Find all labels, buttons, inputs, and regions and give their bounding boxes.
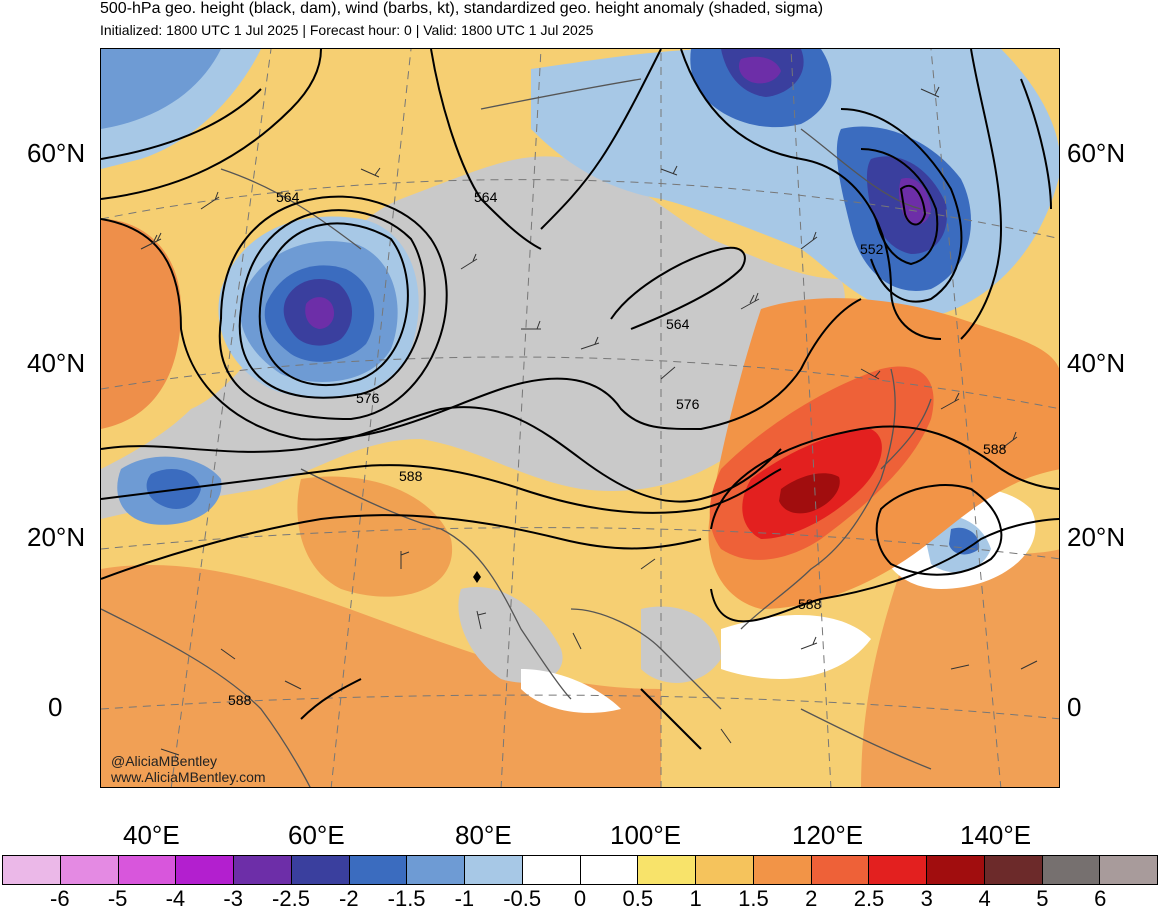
colorbar-swatch [696, 856, 754, 884]
colorbar-swatch [580, 856, 639, 884]
contour-label: 564 [474, 189, 498, 205]
contour-label: 552 [860, 241, 884, 257]
colorbar-tick-label: 0 [573, 886, 587, 911]
anomaly-purple-low1 [305, 297, 335, 329]
anomaly-purple-low3 [738, 56, 781, 84]
lon-label: 40°E [123, 820, 180, 850]
height-contours [101, 49, 1059, 750]
colorbar-tick-label: 4 [978, 886, 991, 911]
island-marker [473, 571, 481, 583]
lon-label: 80°E [455, 820, 512, 850]
anomaly-orange-southeast [861, 549, 1059, 787]
lon-label: 120°E [792, 820, 864, 850]
lon-label: 100°E [610, 820, 682, 850]
anomaly-orange-arabia [297, 476, 453, 597]
colorbar-swatch [984, 856, 1043, 884]
colorbar-swatch [291, 856, 350, 884]
colorbar-tick-label: 6 [1094, 886, 1107, 911]
colorbar-tick-label: 3 [920, 886, 933, 911]
colorbar-tick-label: 2.5 [853, 886, 885, 911]
lat-label-left: 0 [48, 692, 63, 722]
contour-label: 588 [228, 692, 252, 708]
anomaly-blue-pacific-core [949, 527, 980, 555]
lat-label-left: 60°N [27, 138, 86, 168]
colorbar-swatch [927, 856, 985, 884]
contour-label: 588 [399, 468, 423, 484]
colorbar-swatch [60, 856, 119, 884]
colorbar-tick-label: -6 [50, 886, 70, 911]
map-panel: 564 564 552 564 576 576 588 588 588 588 … [100, 48, 1060, 788]
colorbar-tick-label: -2.5 [272, 886, 310, 911]
colorbar-swatch [234, 856, 292, 884]
colorbar-tick-label: 1.5 [738, 886, 769, 911]
anomaly-grey-indochina [641, 606, 721, 683]
anomaly-orange-west [101, 219, 181, 429]
lat-label-right: 40°N [1067, 348, 1126, 378]
colorbar-swatch [407, 856, 465, 884]
contour-label: 564 [276, 189, 300, 205]
colorbar-tick-label: -2 [339, 886, 359, 911]
map-subtitle: Initialized: 1800 UTC 1 Jul 2025 | Forec… [100, 22, 594, 38]
colorbar [2, 855, 1158, 885]
graticule [101, 49, 1059, 787]
map-canvas [101, 49, 1059, 787]
colorbar-tick-label: -3 [223, 886, 243, 911]
contour-label: 564 [666, 316, 690, 332]
colorbar-swatch [1100, 856, 1157, 884]
credit-handle: @AliciaMBentley [111, 753, 218, 769]
colorbar-swatch [753, 856, 812, 884]
anomaly-darkred-east [779, 473, 840, 514]
colorbar-tick-label: -5 [107, 886, 128, 911]
anomaly-purple-low4 [899, 178, 931, 225]
wind-barbs [140, 86, 1038, 756]
map-title: 500-hPa geo. height (black, dam), wind (… [100, 0, 824, 17]
lat-label-left: 40°N [27, 348, 86, 378]
colorbar-swatch [638, 856, 696, 884]
colorbar-swatch [522, 856, 581, 884]
contour-label: 588 [798, 596, 822, 612]
credit-site: www.AliciaMBentley.com [111, 769, 266, 785]
contour-label: 576 [676, 396, 700, 412]
colorbar-swatch [465, 856, 523, 884]
colorbar-swatch [176, 856, 234, 884]
colorbar-tick-label: 0.5 [622, 886, 654, 911]
lat-label-right: 0 [1067, 692, 1082, 722]
contour-label: 576 [356, 390, 380, 406]
anomaly-blue-northwest [101, 49, 221, 129]
lat-label-left: 20°N [27, 522, 86, 552]
colorbar-tick-label: -4 [165, 886, 186, 911]
colorbar-swatch [869, 856, 927, 884]
colorbar-tick-label: 2 [805, 886, 818, 911]
colorbar-swatch [3, 856, 61, 884]
colorbar-tick-label: -0.5 [503, 886, 542, 911]
colorbar-swatch [1042, 856, 1101, 884]
colorbar-tick-label: 5 [1036, 886, 1049, 911]
lon-label: 60°E [288, 820, 345, 850]
anomaly-white-bay [521, 669, 621, 713]
anomaly-white-scs [721, 615, 871, 679]
lon-label: 140°E [960, 820, 1032, 850]
lat-label-right: 60°N [1067, 138, 1126, 168]
lat-label-right: 20°N [1067, 522, 1126, 552]
anomaly-orange-south [101, 565, 661, 787]
colorbar-swatch [118, 856, 177, 884]
colorbar-tick-label: -1.5 [387, 886, 426, 911]
colorbar-swatch [349, 856, 408, 884]
colorbar-tick-label: 1 [689, 886, 702, 911]
anomaly-grey-india [458, 587, 563, 683]
contour-label: 588 [983, 441, 1007, 457]
colorbar-tick-label: -1 [454, 886, 475, 911]
colorbar-swatch [811, 856, 870, 884]
